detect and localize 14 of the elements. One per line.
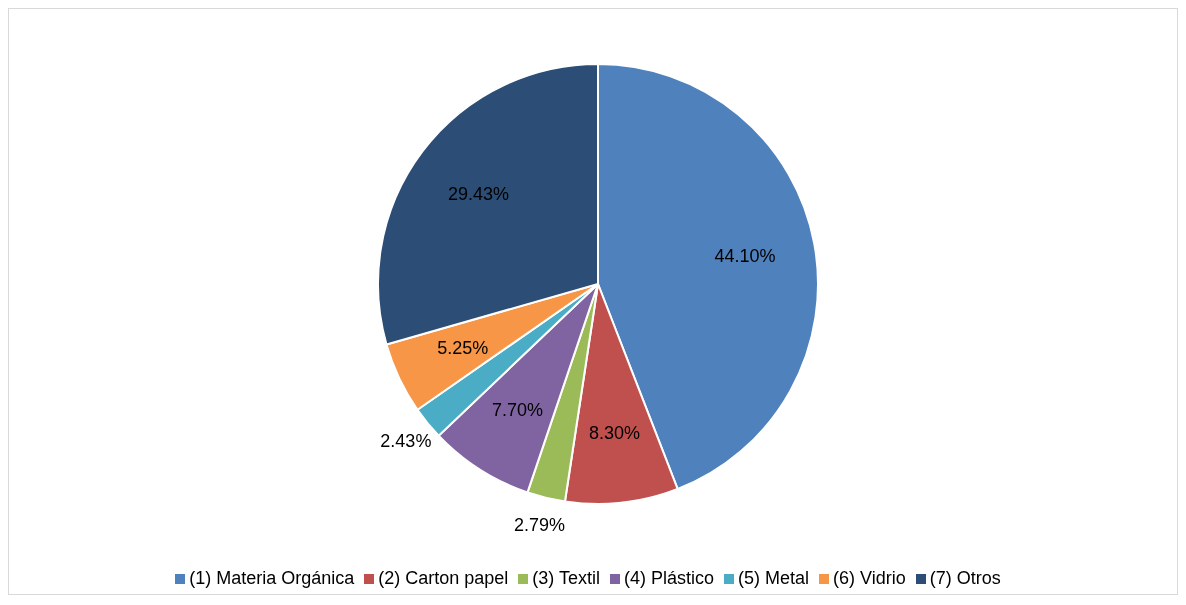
data-label: 2.79% (513, 514, 565, 535)
data-label: 29.43% (448, 183, 510, 204)
data-label: 5.25% (437, 338, 489, 359)
legend-label: (2) Carton papel (378, 568, 509, 588)
legend-label: (4) Plástico (624, 568, 715, 588)
legend-label: (1) Materia Orgánica (189, 568, 355, 588)
data-label: 44.10% (714, 246, 776, 267)
legend-label: (3) Textil (532, 568, 601, 588)
data-label: 8.30% (588, 422, 640, 443)
legend-label: (5) Metal (738, 568, 810, 588)
legend-label: (7) Otros (929, 568, 1001, 588)
data-label: 7.70% (492, 400, 544, 421)
legend-label: (6) Vidrio (833, 568, 906, 588)
data-label: 2.43% (380, 430, 432, 451)
